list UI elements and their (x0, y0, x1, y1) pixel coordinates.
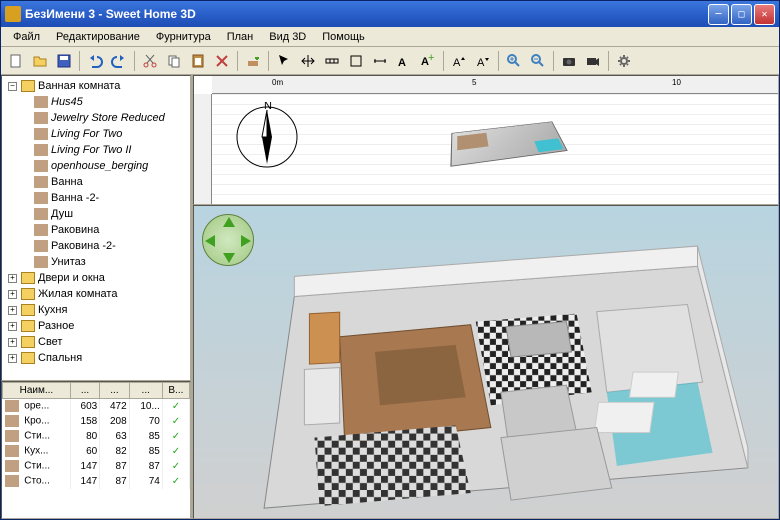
left-panel: −Ванная комната Hus45Jewelry Store Reduc… (1, 75, 193, 519)
svg-text:A: A (398, 57, 406, 69)
cut-icon[interactable] (139, 50, 161, 72)
tree-category[interactable]: +Жилая комната (4, 286, 188, 302)
view-3d[interactable] (193, 205, 779, 519)
wall-icon[interactable] (321, 50, 343, 72)
compass-icon[interactable]: N (232, 102, 302, 172)
tree-item[interactable]: Ванна (4, 174, 188, 190)
minimize-button[interactable]: ─ (708, 4, 729, 25)
furniture-table[interactable]: Наим............В... оре...60347210...✓ … (1, 381, 191, 519)
tree-item[interactable]: Hus45 (4, 94, 188, 110)
redo-icon[interactable] (108, 50, 130, 72)
table-row[interactable]: Сти...1478787✓ (3, 459, 190, 474)
catalog-tree[interactable]: −Ванная комната Hus45Jewelry Store Reduc… (1, 75, 191, 381)
tree-category[interactable]: +Спальня (4, 350, 188, 366)
ruler-horizontal: 0m 5 10 (212, 76, 778, 94)
table-header[interactable]: Наим............В... (3, 383, 190, 399)
menubar: Файл Редактирование Фурнитура План Вид 3… (1, 27, 779, 47)
svg-text:A: A (477, 57, 485, 69)
tree-item[interactable]: Раковина -2- (4, 238, 188, 254)
table-row[interactable]: Сти...806385✓ (3, 429, 190, 444)
undo-icon[interactable] (84, 50, 106, 72)
menu-help[interactable]: Помощь (314, 29, 373, 45)
select-icon[interactable] (273, 50, 295, 72)
tree-item[interactable]: Раковина (4, 222, 188, 238)
nav-control[interactable] (202, 214, 254, 266)
menu-plan[interactable]: План (219, 29, 262, 45)
table-row[interactable]: Сто...1478774✓ (3, 474, 190, 489)
text-plus-icon[interactable]: A+ (417, 50, 439, 72)
nav-down-icon[interactable] (223, 253, 235, 263)
add-furniture-icon[interactable] (242, 50, 264, 72)
open-icon[interactable] (29, 50, 51, 72)
tree-item[interactable]: Living For Two (4, 126, 188, 142)
text-size-dn-icon[interactable]: A (472, 50, 494, 72)
zoom-in-icon[interactable] (503, 50, 525, 72)
tree-item[interactable]: Living For Two II (4, 142, 188, 158)
camera2-icon[interactable] (582, 50, 604, 72)
render-3d (254, 236, 758, 518)
plan-model[interactable] (450, 121, 567, 166)
settings-icon[interactable] (613, 50, 635, 72)
camera-icon[interactable] (558, 50, 580, 72)
delete-icon[interactable] (211, 50, 233, 72)
pan-icon[interactable] (297, 50, 319, 72)
menu-file[interactable]: Файл (5, 29, 48, 45)
tree-category[interactable]: +Разное (4, 318, 188, 334)
tree-category[interactable]: +Кухня (4, 302, 188, 318)
app-window: БезИмени 3 - Sweet Home 3D ─ □ ✕ Файл Ре… (0, 0, 780, 520)
toolbar: A A+ A A (1, 47, 779, 75)
maximize-button[interactable]: □ (731, 4, 752, 25)
svg-text:+: + (428, 53, 434, 64)
table-row[interactable]: Кух...608285✓ (3, 444, 190, 459)
window-buttons: ─ □ ✕ (708, 4, 775, 25)
titlebar[interactable]: БезИмени 3 - Sweet Home 3D ─ □ ✕ (1, 1, 779, 27)
save-icon[interactable] (53, 50, 75, 72)
tree-category[interactable]: +Свет (4, 334, 188, 350)
nav-right-icon[interactable] (241, 235, 251, 247)
window-title: БезИмени 3 - Sweet Home 3D (25, 7, 708, 21)
dimension-icon[interactable] (369, 50, 391, 72)
tree-item[interactable]: Jewelry Store Reduced (4, 110, 188, 126)
menu-view3d[interactable]: Вид 3D (261, 29, 314, 45)
plan-view[interactable]: 0m 5 10 N (193, 75, 779, 205)
close-button[interactable]: ✕ (754, 4, 775, 25)
main-area: −Ванная комната Hus45Jewelry Store Reduc… (1, 75, 779, 519)
menu-furniture[interactable]: Фурнитура (148, 29, 219, 45)
right-panel: 0m 5 10 N (193, 75, 779, 519)
room-icon[interactable] (345, 50, 367, 72)
zoom-out-icon[interactable] (527, 50, 549, 72)
paste-icon[interactable] (187, 50, 209, 72)
text-icon[interactable]: A (393, 50, 415, 72)
tree-item[interactable]: Душ (4, 206, 188, 222)
tree-item[interactable]: Ванна -2- (4, 190, 188, 206)
table-row[interactable]: Кро...15820870✓ (3, 414, 190, 429)
new-icon[interactable] (5, 50, 27, 72)
svg-text:A: A (453, 57, 461, 69)
tree-root[interactable]: −Ванная комната (4, 78, 188, 94)
app-icon (5, 6, 21, 22)
text-size-up-icon[interactable]: A (448, 50, 470, 72)
table-row[interactable]: оре...60347210...✓ (3, 399, 190, 414)
menu-edit[interactable]: Редактирование (48, 29, 148, 45)
nav-up-icon[interactable] (223, 217, 235, 227)
nav-left-icon[interactable] (205, 235, 215, 247)
tree-item[interactable]: Унитаз (4, 254, 188, 270)
plan-canvas[interactable]: N (212, 94, 778, 204)
tree-item[interactable]: openhouse_berging (4, 158, 188, 174)
copy-icon[interactable] (163, 50, 185, 72)
tree-category[interactable]: +Двери и окна (4, 270, 188, 286)
ruler-vertical (194, 94, 212, 204)
svg-text:N: N (264, 102, 272, 112)
